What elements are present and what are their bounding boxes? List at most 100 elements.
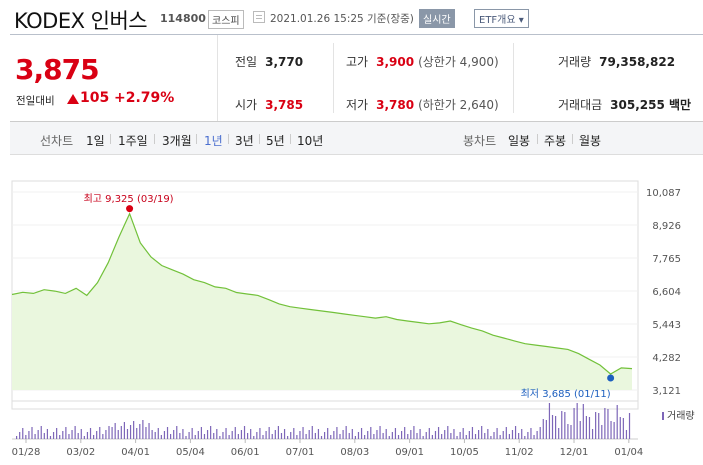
volume-bar xyxy=(530,428,532,439)
volume-bar xyxy=(428,428,430,439)
volume-bar xyxy=(481,426,483,439)
volume-bar xyxy=(404,427,406,439)
volume-bar xyxy=(595,412,597,439)
volume-bar xyxy=(105,430,107,439)
open-label: 시가 xyxy=(235,98,258,112)
period-3y[interactable]: 3년 xyxy=(235,134,254,148)
x-tick-label: 11/02 xyxy=(505,447,534,458)
divider xyxy=(154,134,155,144)
volume-bar xyxy=(514,426,517,439)
line-chart-label: 선차트 xyxy=(40,134,74,148)
volume-bar xyxy=(342,430,344,439)
market-badge: 코스피 xyxy=(208,10,244,29)
volume-bar xyxy=(385,429,387,439)
volume-bar xyxy=(25,435,27,439)
volume-bar xyxy=(43,433,45,439)
volume-toggle[interactable]: 거래량 xyxy=(662,407,695,422)
volume-bar xyxy=(351,429,353,439)
volume-bar xyxy=(407,434,409,439)
divider xyxy=(196,134,197,144)
high-annotation: 최고 9,325 (03/19) xyxy=(83,193,174,205)
volume-bar xyxy=(52,432,55,439)
volume-bar xyxy=(536,431,538,439)
volume-bar xyxy=(450,433,452,439)
price-area xyxy=(12,213,632,390)
y-tick-label: 5,443 xyxy=(652,320,681,331)
candle-daily[interactable]: 일봉 xyxy=(508,134,531,148)
volume-bar xyxy=(413,426,415,439)
volume-bar xyxy=(191,428,193,439)
candle-weekly[interactable]: 주봉 xyxy=(544,134,567,148)
volume-bar xyxy=(259,428,261,439)
volume-bar xyxy=(582,404,584,439)
volume-bar xyxy=(336,427,338,439)
volume-bar xyxy=(585,416,587,439)
candle-chart-label: 봉차트 xyxy=(463,134,497,148)
divider xyxy=(290,134,291,144)
volume-bar xyxy=(80,429,82,439)
stock-name: KODEX 인버스 xyxy=(14,9,148,33)
volume-bar xyxy=(471,427,474,439)
volume-bar xyxy=(539,427,541,439)
period-1d[interactable]: 1일 xyxy=(86,134,105,148)
period-5y[interactable]: 5년 xyxy=(266,134,285,148)
volume-bar xyxy=(468,431,470,439)
volume-bar xyxy=(345,426,347,439)
volume-bar xyxy=(265,431,267,439)
prev-close: 전일 3,770 xyxy=(235,53,303,70)
volume-bar xyxy=(391,432,393,439)
volume-bar xyxy=(56,428,58,439)
etf-overview-dropdown[interactable]: ETF개요 ▾ xyxy=(474,9,529,28)
volume-bar xyxy=(37,430,39,439)
volume-bar xyxy=(173,430,175,439)
volume-bar xyxy=(28,431,30,439)
volume-bar xyxy=(437,427,440,439)
volume-bar xyxy=(518,433,520,439)
volume-bar xyxy=(139,424,141,439)
period-10y[interactable]: 10년 xyxy=(297,134,324,148)
quote-panel: 3,875 전일대비 105 +2.79% 전일 3,770 시가 3,785 고가… xyxy=(10,34,703,122)
volume-bar xyxy=(607,409,609,439)
timestamp: 2021.01.26 15:25 기준(장중) xyxy=(270,13,414,25)
volume-bar xyxy=(179,433,181,439)
volume-bar xyxy=(247,433,249,439)
volume-bar xyxy=(628,413,631,439)
period-1y[interactable]: 1년 xyxy=(204,134,223,148)
realtime-button[interactable]: 실시간 xyxy=(419,9,455,28)
divider xyxy=(333,43,334,113)
trade-value-value: 305,255 백만 xyxy=(610,98,692,112)
volume-bar xyxy=(262,435,264,439)
open-price: 시가 3,785 xyxy=(235,96,303,113)
volume-bar xyxy=(579,421,581,439)
period-3m[interactable]: 3개월 xyxy=(162,134,192,148)
period-1w[interactable]: 1주일 xyxy=(118,134,148,148)
volume-bar xyxy=(555,416,557,439)
volume-bar xyxy=(619,417,621,439)
divider xyxy=(572,134,573,144)
volume-bar xyxy=(59,435,61,439)
high-value: 3,900 xyxy=(376,55,415,69)
volume-bar xyxy=(145,427,147,439)
volume-value: 79,358,822 xyxy=(599,55,676,69)
volume-bar xyxy=(126,429,129,439)
volume-bar xyxy=(274,430,276,439)
volume-bar xyxy=(283,429,286,439)
volume-bar xyxy=(228,435,230,439)
volume-bar xyxy=(123,422,125,439)
volume-bar xyxy=(410,430,412,439)
volume-bar xyxy=(302,427,304,439)
volume-bar xyxy=(573,408,575,439)
volume-bar xyxy=(459,432,461,439)
volume-bar xyxy=(474,434,477,439)
volume-bar xyxy=(93,435,95,439)
volume-bar xyxy=(490,436,492,439)
volume-bar xyxy=(425,432,427,439)
price-chart[interactable]: 10,087 8,926 7,765 6,604 5,443 4,282 3,121 01/2… xyxy=(10,155,703,465)
x-tick-label: 01/28 xyxy=(12,447,41,458)
volume-bar xyxy=(268,427,270,439)
volume-bar xyxy=(136,428,138,439)
open-value: 3,785 xyxy=(265,98,304,112)
volume-bar xyxy=(68,434,70,439)
volume-bar xyxy=(616,405,618,439)
candle-monthly[interactable]: 월봉 xyxy=(579,134,602,148)
